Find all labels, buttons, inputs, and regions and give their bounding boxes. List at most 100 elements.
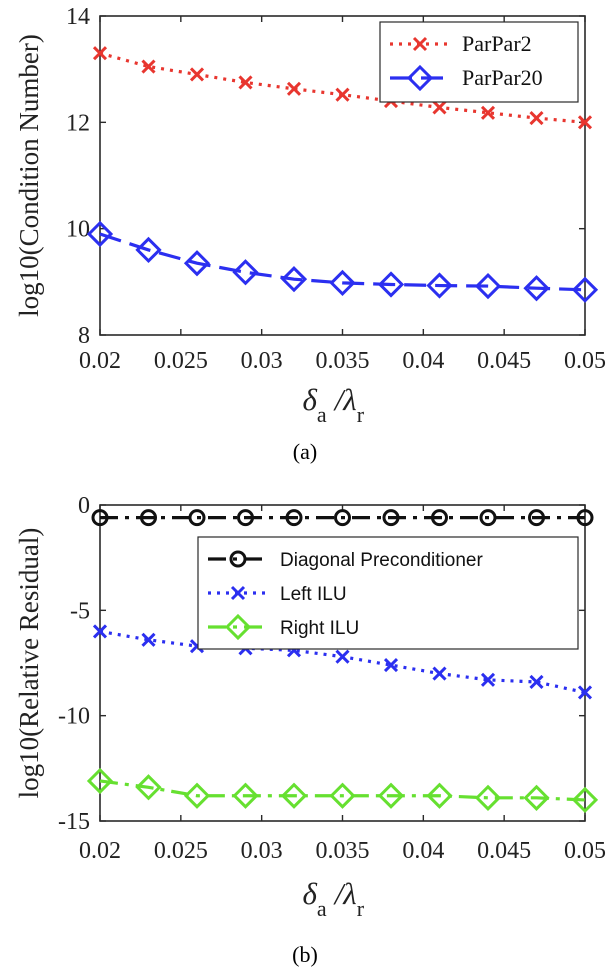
series-line (99, 232, 586, 292)
x-tick-label: 0.03 (241, 348, 283, 374)
legend: Diagonal Preconditioner Left ILU Right ILU (197, 536, 579, 650)
legend-box (379, 21, 579, 103)
data-point-marker (188, 509, 206, 527)
data-point-marker (280, 782, 308, 809)
chart-panel-b: 0.02 0.025 0.03 0.035 0.04 0.045 0.05 0 -5 -10 -15… (14, 493, 606, 967)
data-point-marker (141, 59, 156, 74)
y-tick-label: 12 (66, 110, 90, 136)
series-diagonal-preconditioner (91, 509, 594, 527)
data-point-marker (237, 509, 254, 527)
x-tick-label: 0.02 (79, 348, 121, 374)
data-point-marker (426, 782, 453, 809)
legend-label: ParPar2 (462, 31, 532, 56)
data-point-marker (474, 272, 502, 300)
plot-area-a: 0.02 0.025 0.03 0.035 0.04 0.045 0.05 8 10 12 14 lo… (14, 4, 606, 427)
y-tick-label: -5 (70, 598, 90, 624)
data-point-marker (183, 250, 211, 277)
x-tick-label: 0.04 (402, 838, 444, 864)
data-point-marker (280, 266, 308, 293)
x-tick-label: 0.04 (402, 348, 444, 374)
x-tick-label: 0.035 (316, 348, 370, 374)
y-tick-label: 0 (78, 493, 90, 519)
data-point-marker (571, 276, 599, 303)
data-point-marker (135, 774, 162, 801)
x-axis-label: δa/λr (303, 382, 365, 427)
data-point-marker (334, 509, 351, 527)
x-tick-label: 0.05 (564, 348, 606, 374)
data-point-marker (86, 767, 114, 795)
legend-label: Diagonal Preconditioner (280, 550, 483, 571)
y-tick-label: 10 (66, 217, 90, 243)
data-point-marker (286, 81, 302, 96)
panel-a-caption: (a) (293, 439, 317, 464)
data-point-marker (183, 782, 211, 809)
y-tick-label: 14 (66, 4, 90, 30)
data-point-marker (91, 509, 109, 527)
data-point-marker (377, 782, 405, 809)
data-point-marker (523, 784, 550, 811)
data-point-marker (141, 632, 156, 647)
data-point-marker (431, 509, 448, 527)
data-point-marker (189, 67, 205, 82)
data-point-marker (529, 674, 544, 690)
legend-label: ParPar20 (462, 65, 543, 90)
data-point-marker (229, 550, 247, 568)
x-tick-label: 0.02 (79, 838, 121, 864)
x-axis-label: δa/λr (303, 876, 365, 921)
data-point-marker (335, 649, 350, 664)
data-point-marker (224, 613, 252, 641)
data-point-marker (285, 509, 303, 527)
data-point-marker (92, 46, 108, 61)
data-point-marker (377, 271, 405, 298)
series-line (99, 51, 586, 124)
y-tick-label: 8 (78, 323, 90, 349)
data-point-marker (230, 585, 246, 601)
data-point-marker (480, 672, 496, 687)
data-point-marker (383, 658, 399, 673)
legend-label: Left ILU (280, 584, 347, 605)
data-point-marker (474, 784, 502, 811)
data-point-marker (329, 782, 356, 809)
data-point-marker (92, 624, 108, 639)
x-tick-label: 0.025 (154, 348, 208, 374)
plot-area-b: 0.02 0.025 0.03 0.035 0.04 0.045 0.05 0 -5 -10 -15… (14, 493, 606, 921)
data-point-marker (238, 75, 253, 90)
data-point-marker (529, 111, 544, 126)
y-tick-label: -15 (58, 809, 90, 835)
data-point-marker (335, 87, 350, 102)
data-point-marker (571, 786, 599, 814)
x-tick-label: 0.05 (564, 838, 606, 864)
x-tick-label: 0.045 (477, 838, 531, 864)
x-tick-label: 0.03 (241, 838, 283, 864)
panel-b-caption: (b) (292, 942, 318, 967)
data-point-marker (135, 236, 162, 264)
chart-panel-a: 0.02 0.025 0.03 0.035 0.04 0.045 0.05 8 10 12 14 lo… (14, 4, 606, 464)
y-axis-label: log10(Relative Residual) (14, 528, 44, 799)
x-tick-label: 0.045 (477, 348, 531, 374)
data-point-marker (528, 509, 545, 527)
data-point-marker (577, 685, 593, 700)
series-right-ilu (86, 767, 599, 814)
x-tick-label: 0.025 (154, 838, 208, 864)
data-point-marker (232, 259, 259, 286)
series-line (99, 779, 586, 802)
series-parpar20 (86, 220, 599, 303)
x-tick-label: 0.035 (316, 838, 370, 864)
data-point-marker (232, 782, 259, 809)
data-point-marker (426, 272, 453, 299)
legend: ParPar2 ParPar20 (379, 21, 579, 103)
data-point-marker (576, 509, 594, 527)
y-tick-label: -10 (58, 704, 90, 730)
data-point-marker (479, 509, 497, 527)
data-point-marker (577, 115, 593, 130)
data-point-marker (432, 100, 447, 115)
data-point-marker (523, 275, 550, 302)
data-point-marker (432, 666, 447, 681)
data-point-marker (480, 105, 496, 120)
data-point-marker (140, 509, 157, 527)
data-point-marker (329, 269, 356, 297)
legend-label: Right ILU (280, 618, 359, 639)
data-point-marker (412, 36, 428, 52)
data-point-marker (86, 220, 114, 248)
